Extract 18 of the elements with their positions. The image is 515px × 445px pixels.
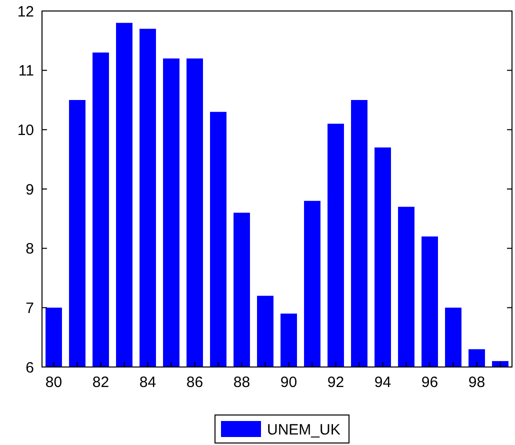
y-tick-label: 8 bbox=[26, 240, 34, 258]
x-tick-label: 82 bbox=[92, 374, 110, 391]
x-tick-label: 86 bbox=[186, 374, 204, 391]
x-tick-label: 94 bbox=[374, 374, 392, 391]
x-tick-label: 80 bbox=[45, 374, 62, 391]
legend-label: UNEM_UK bbox=[267, 421, 340, 438]
y-tick-label: 10 bbox=[17, 122, 34, 139]
x-tick-label: 98 bbox=[468, 374, 486, 391]
y-tick-label: 11 bbox=[18, 62, 34, 80]
x-tick-label: 88 bbox=[233, 374, 250, 391]
y-tick-label: 6 bbox=[26, 359, 34, 376]
y-tick-label: 7 bbox=[26, 300, 34, 317]
x-tick-label: 90 bbox=[280, 374, 298, 391]
x-tick-label: 96 bbox=[421, 374, 438, 391]
x-tick-label: 84 bbox=[139, 374, 156, 391]
y-tick-label: 9 bbox=[26, 181, 34, 198]
y-tick-label: 12 bbox=[17, 3, 34, 20]
x-tick-label: 92 bbox=[327, 374, 344, 391]
